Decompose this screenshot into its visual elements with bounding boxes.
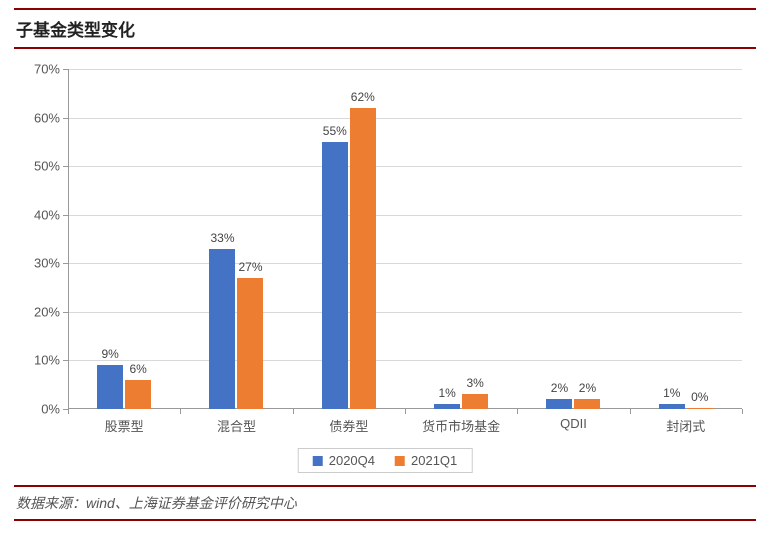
bar-value-label: 9% xyxy=(101,347,118,361)
x-axis-label: 股票型 xyxy=(68,416,180,435)
bar-value-label: 62% xyxy=(351,90,375,104)
x-axis-label: 货币市场基金 xyxy=(405,416,517,435)
bar-value-label: 2% xyxy=(579,381,596,395)
y-tick-label: 60% xyxy=(34,110,60,125)
y-tick-label: 20% xyxy=(34,304,60,319)
category-group: 1%0% xyxy=(630,69,742,409)
bar: 0% xyxy=(687,408,713,409)
x-tick-mark xyxy=(517,409,518,414)
bar: 3% xyxy=(462,394,488,409)
legend-item: 2020Q4 xyxy=(313,453,375,468)
x-axis-label: 债券型 xyxy=(293,416,405,435)
bar: 33% xyxy=(209,249,235,409)
bar: 9% xyxy=(97,365,123,409)
x-tick-mark xyxy=(293,409,294,414)
x-axis-label: QDII xyxy=(517,416,629,435)
category-group: 33%27% xyxy=(180,69,292,409)
data-source-footer: 数据来源：wind、上海证券基金评价研究中心 xyxy=(14,485,756,521)
bar-value-label: 1% xyxy=(438,386,455,400)
x-tick-mark xyxy=(630,409,631,414)
bar: 6% xyxy=(125,380,151,409)
y-tick-label: 70% xyxy=(34,62,60,77)
bar-value-label: 0% xyxy=(691,390,708,404)
bar-value-label: 6% xyxy=(129,362,146,376)
legend-swatch xyxy=(395,456,405,466)
legend-item: 2021Q1 xyxy=(395,453,457,468)
x-axis-label: 封闭式 xyxy=(630,416,742,435)
y-tick-label: 30% xyxy=(34,256,60,271)
x-tick-mark xyxy=(742,409,743,414)
chart-title: 子基金类型变化 xyxy=(16,16,754,41)
y-tick-label: 40% xyxy=(34,207,60,222)
x-tick-mark xyxy=(68,409,69,414)
plot-region: 0%10%20%30%40%50%60%70%9%6%33%27%55%62%1… xyxy=(68,69,742,409)
legend-swatch xyxy=(313,456,323,466)
bar: 2% xyxy=(546,399,572,409)
y-tick-label: 10% xyxy=(34,353,60,368)
bars-row: 9%6%33%27%55%62%1%3%2%2%1%0% xyxy=(68,69,742,409)
x-tick-mark xyxy=(180,409,181,414)
x-axis-label: 混合型 xyxy=(180,416,292,435)
y-tick-label: 0% xyxy=(41,402,60,417)
legend: 2020Q4 2021Q1 xyxy=(298,448,473,473)
x-axis-labels: 股票型混合型债券型货币市场基金QDII封闭式 xyxy=(68,416,742,435)
x-tick-mark xyxy=(405,409,406,414)
category-group: 2%2% xyxy=(517,69,629,409)
bar: 62% xyxy=(350,108,376,409)
bar-value-label: 55% xyxy=(323,124,347,138)
bar: 1% xyxy=(434,404,460,409)
category-group: 55%62% xyxy=(293,69,405,409)
bar-value-label: 3% xyxy=(466,376,483,390)
bar: 27% xyxy=(237,278,263,409)
bar-value-label: 1% xyxy=(663,386,680,400)
bar: 55% xyxy=(322,142,348,409)
title-block: 子基金类型变化 xyxy=(14,8,756,49)
y-tick-label: 50% xyxy=(34,159,60,174)
bar-value-label: 33% xyxy=(210,231,234,245)
bar-value-label: 27% xyxy=(238,260,262,274)
bar-value-label: 2% xyxy=(551,381,568,395)
category-group: 1%3% xyxy=(405,69,517,409)
bar: 1% xyxy=(659,404,685,409)
chart-area: 0%10%20%30%40%50%60%70%9%6%33%27%55%62%1… xyxy=(14,59,756,479)
chart-container: 子基金类型变化 0%10%20%30%40%50%60%70%9%6%33%27… xyxy=(0,0,770,540)
legend-label: 2020Q4 xyxy=(329,453,375,468)
bar: 2% xyxy=(574,399,600,409)
category-group: 9%6% xyxy=(68,69,180,409)
legend-label: 2021Q1 xyxy=(411,453,457,468)
